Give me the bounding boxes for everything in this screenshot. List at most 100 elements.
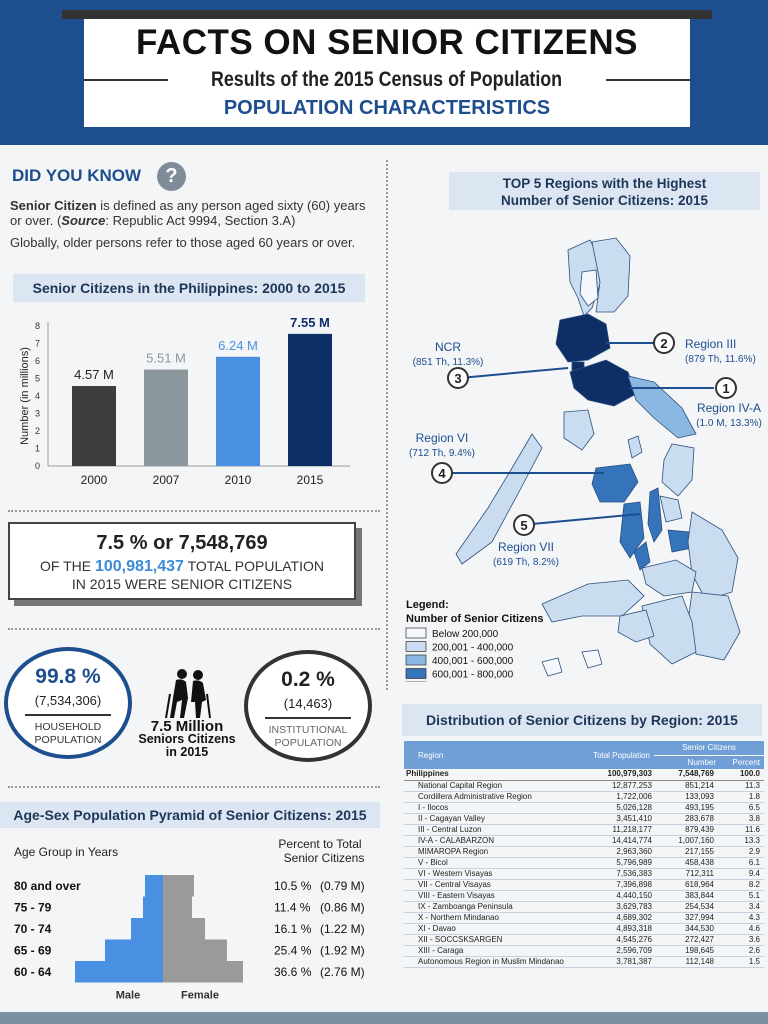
subtitle-rule-right: [605, 79, 690, 81]
definition-text: is defined as any person aged sixty (60)…: [10, 198, 366, 228]
rank-1-badge-number: 1: [722, 381, 729, 396]
table-row: National Capital Region 12,877,253 851,214…: [404, 780, 764, 792]
y-tick-label: 0: [35, 461, 40, 471]
cell-total: 4,545,276: [576, 934, 654, 947]
bar-2007: [144, 369, 188, 466]
th-senior-group: Senior Citizens: [654, 741, 764, 756]
legend-swatch: [405, 668, 427, 679]
callout-line-3: [459, 367, 569, 379]
cell-region: Philippines: [404, 769, 576, 781]
male-bar: [105, 939, 163, 961]
y-axis-label: Number (in millions): [19, 347, 31, 445]
male-bar: [143, 896, 163, 918]
senior-trend-bar-chart: 0 1 2 3 4 5 6 7 8 Number (in millions) 4.57 M 2000 5…: [19, 315, 350, 487]
cell-total: 2,963,360: [576, 846, 654, 858]
x-tick-label: 2015: [297, 473, 324, 487]
count-label: (2.76 M): [320, 965, 365, 979]
stat-headline: 7.5 % or 7,548,769: [96, 532, 268, 554]
count-label: (0.86 M): [320, 901, 365, 915]
callout-detail-label: (851 Th, 11.3%): [413, 357, 484, 368]
cell-region: II - Cagayan Valley: [404, 813, 576, 825]
y-tick-label: 3: [35, 409, 40, 419]
legend-swatch: [405, 627, 427, 639]
table-row: VII - Central Visayas 7,396,898 618,964 8.2: [404, 879, 764, 892]
legend-swatch: [405, 654, 427, 666]
household-label-2: POPULATION: [34, 734, 102, 746]
cell-percent: 2.9: [716, 846, 764, 858]
cell-percent: 9.4: [716, 868, 764, 880]
percent-label: 36.6 %: [274, 965, 312, 979]
bar-2015: [288, 333, 332, 466]
rank-1-badge-circle: [715, 377, 737, 399]
cell-region: IV-A - CALABARZON: [404, 835, 576, 847]
age-group-label: 60 - 64: [14, 965, 52, 979]
bar-2000: [72, 386, 116, 466]
household-percent: 99.8 %: [35, 665, 101, 688]
cell-number: 7,548,769: [654, 769, 716, 781]
age-sex-pyramid: Age Group in Years Percent to TotalSenior…: [14, 837, 365, 1002]
callout-detail-label: (619 Th, 8.2%): [493, 557, 559, 568]
cell-region: VII - Central Visayas: [404, 879, 576, 892]
count-label: (0.79 M): [320, 879, 365, 893]
count-label: (1.92 M): [320, 944, 365, 958]
map-title: TOP 5 Regions with the Highest Number of…: [449, 172, 760, 210]
cell-region: VIII - Eastern Visayas: [404, 890, 576, 903]
callout-region-label: Region VII: [498, 540, 554, 554]
section-title: POPULATION CHARACTERISTICS: [223, 97, 551, 119]
divider-3: [8, 786, 380, 788]
household-label-1: HOUSEHOLD: [34, 721, 102, 733]
cell-total: 5,796,989: [576, 857, 654, 869]
divider-2: [8, 628, 380, 630]
cell-total: 2,596,709: [576, 945, 654, 958]
household-count: (7,534,306): [34, 693, 102, 708]
table-row: II - Cagayan Valley 3,451,410 283,678 3.8: [404, 813, 764, 825]
bar-value-label: 4.57 M: [74, 367, 114, 382]
stat-total-suffix: TOTAL POPULATION: [187, 558, 324, 574]
y-tick-label: 6: [35, 356, 40, 366]
y-tick-label: 1: [35, 444, 40, 454]
table-row: XIII - Caraga 2,596,709 198,645 2.6: [404, 945, 764, 958]
rank-3-badge-number: 3: [454, 371, 461, 386]
household-circle: 99.8 % (7,534,306) HOUSEHOLD POPULATION: [4, 647, 132, 759]
divider-1: [8, 510, 380, 512]
bar-value-label: 7.55 M: [290, 315, 330, 330]
th-percent: Percent: [716, 755, 764, 769]
cell-percent: 5.1: [716, 890, 764, 903]
region-car-shape: [579, 269, 599, 307]
region-cebu-shape: [647, 487, 663, 543]
institutional-percent: 0.2 %: [281, 668, 335, 691]
x-tick-label: 2010: [225, 473, 252, 487]
cell-total: 100,979,303: [576, 769, 654, 781]
rank-5-badge-number: 5: [520, 518, 527, 533]
seniors-caption-1: 7.5 Million: [150, 718, 224, 735]
cell-percent: 1.5: [716, 956, 764, 969]
callout-line-5: [531, 513, 641, 525]
table-row: I - Ilocos 5,026,128 493,195 6.5: [404, 802, 764, 814]
cell-number: 133,093: [654, 791, 716, 803]
region-caraga-shape: [687, 511, 739, 601]
global-note: Globally, older persons refer to those a…: [10, 235, 356, 250]
age-group-header: Age Group in Years: [14, 845, 118, 859]
vertical-divider: [386, 160, 388, 690]
cell-percent: 13.3: [716, 835, 764, 847]
count-label: (1.22 M): [320, 922, 365, 936]
elderly-couple-icon: [165, 669, 211, 719]
map-title-line-1: TOP 5 Regions with the Highest: [502, 176, 707, 191]
cell-number: 383,844: [654, 890, 716, 903]
callout-detail-label: (712 Th, 9.4%): [409, 448, 475, 459]
region-marinduque-shape: [627, 435, 643, 459]
cell-percent: 4.3: [716, 912, 764, 925]
region-iva-shape: [569, 359, 637, 407]
region-soccsksargen-shape: [641, 595, 697, 665]
table-row: XI - Davao 4,893,318 344,530 4.6: [404, 923, 764, 936]
age-group-label: 75 - 79: [14, 901, 52, 915]
cell-region: IX - Zamboanga Peninsula: [404, 901, 576, 914]
stat-total-population: 100,981,437: [94, 558, 184, 575]
region-palawan-shape: [455, 433, 543, 565]
region-iii-shape: [555, 313, 611, 363]
institutional-count: (14,463): [283, 696, 333, 711]
cell-total: 5,026,128: [576, 802, 654, 814]
region-sulu-shape: [581, 649, 603, 669]
rank-5-badge-circle: [513, 514, 535, 536]
rank-4-badge-number: 4: [438, 466, 446, 481]
